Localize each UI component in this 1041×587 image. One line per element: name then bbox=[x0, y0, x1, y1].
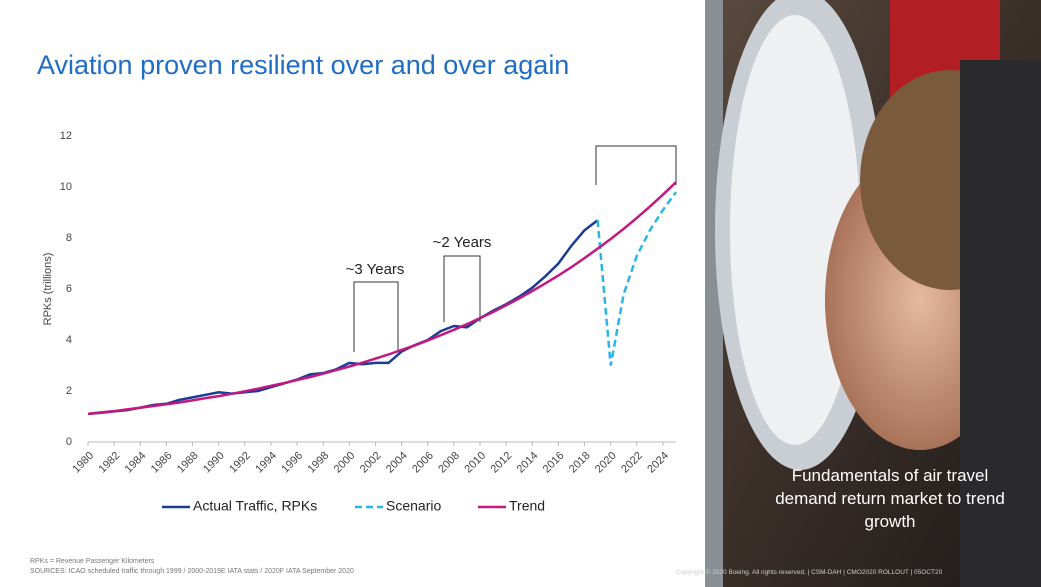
x-tick-label: 2002 bbox=[358, 450, 384, 476]
legend-label: Scenario bbox=[386, 498, 441, 514]
x-tick-label: 1984 bbox=[123, 450, 149, 476]
series-line bbox=[596, 191, 678, 366]
x-tick-label: 1996 bbox=[279, 450, 305, 476]
x-tick-label: 2024 bbox=[645, 450, 671, 476]
x-tick-label: 2000 bbox=[332, 450, 358, 476]
copyright: Copyright © 2020 Boeing. All rights rese… bbox=[676, 569, 943, 576]
x-tick-label: 2018 bbox=[567, 450, 593, 476]
x-tick-label: 2014 bbox=[515, 450, 541, 476]
brackets bbox=[353, 145, 677, 352]
x-tick-label: 1994 bbox=[253, 450, 279, 476]
footnote: RPKs = Revenue Passenger Kilometers bbox=[30, 558, 155, 565]
annotation: ~3 Years bbox=[346, 261, 405, 278]
x-tick-label: 2016 bbox=[541, 450, 567, 476]
x-tick-label: 1990 bbox=[201, 450, 227, 476]
x-tick-label: 1986 bbox=[149, 450, 175, 476]
x-tick-label: 2008 bbox=[436, 450, 462, 476]
x-tick-label: 1980 bbox=[70, 450, 96, 476]
y-axis-label: RPKs (trillions) bbox=[42, 253, 54, 326]
x-tick-label: 2004 bbox=[384, 450, 410, 476]
x-tick-label: 2022 bbox=[619, 450, 645, 476]
photo bbox=[705, 0, 1041, 587]
x-tick-label: 1988 bbox=[175, 450, 201, 476]
y-tick-label: 2 bbox=[66, 385, 72, 397]
y-tick-label: 6 bbox=[66, 283, 72, 295]
x-tick-label: 1992 bbox=[227, 450, 253, 476]
slide-title: Aviation proven resilient over and over … bbox=[37, 50, 570, 80]
y-tick-label: 10 bbox=[60, 181, 72, 193]
y-tick-label: 8 bbox=[66, 232, 72, 244]
x-tick-label: 2010 bbox=[462, 450, 488, 476]
x-tick-label: 1998 bbox=[306, 450, 332, 476]
photo-caption: Fundamentals of air travel demand return… bbox=[775, 466, 1005, 531]
y-tick-label: 4 bbox=[66, 334, 72, 346]
series-line bbox=[87, 219, 599, 416]
footnote: SOURCES: ICAO scheduled traffic through … bbox=[30, 568, 354, 575]
x-tick-label: 2012 bbox=[489, 450, 515, 476]
annotation: ~2 Years bbox=[433, 234, 492, 251]
x-tick-label: 1982 bbox=[97, 450, 123, 476]
legend-label: Trend bbox=[509, 498, 545, 514]
legend-label: Actual Traffic, RPKs bbox=[193, 498, 317, 514]
x-tick-label: 2020 bbox=[593, 450, 619, 476]
series-line bbox=[87, 181, 677, 416]
y-tick-label: 0 bbox=[66, 436, 72, 448]
y-tick-label: 12 bbox=[60, 130, 72, 142]
x-tick-label: 2006 bbox=[410, 450, 436, 476]
